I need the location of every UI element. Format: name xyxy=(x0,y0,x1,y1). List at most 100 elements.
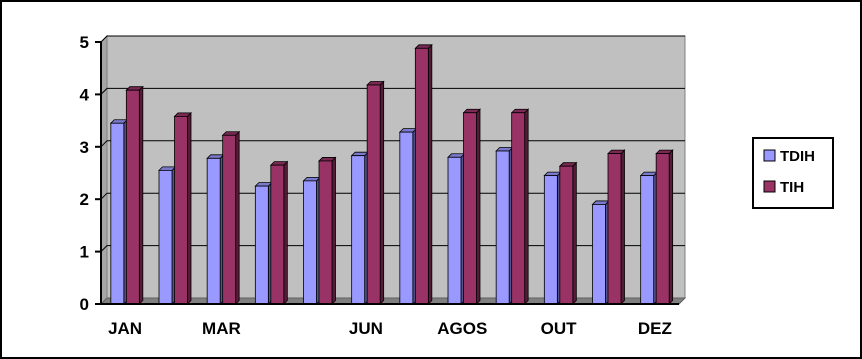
bar-top xyxy=(254,182,273,187)
bar-side xyxy=(138,85,144,305)
y-tick-label: 1 xyxy=(80,243,89,262)
legend: TDIH TIH xyxy=(752,137,834,209)
bar-top xyxy=(495,147,514,152)
bar-top xyxy=(591,200,610,205)
bar-top xyxy=(639,171,659,177)
legend-label-tih: TIH xyxy=(780,179,804,196)
x-tick-label: MAR xyxy=(202,319,241,338)
bar-top xyxy=(462,108,481,114)
bar-tdih-nov xyxy=(591,199,610,305)
bar-tdih-mai xyxy=(302,176,321,305)
bar-front xyxy=(399,131,414,305)
bar-front xyxy=(559,165,574,305)
y-tick-label: 2 xyxy=(80,190,89,209)
bar-front xyxy=(206,157,221,305)
bar-front xyxy=(607,153,622,305)
axes: 0 1 2 3 4 5 JAN MAR JUN AGOS OUT DEZ xyxy=(80,33,679,338)
y-tick-label: 4 xyxy=(80,85,90,104)
x-tick-label: JAN xyxy=(108,319,142,338)
bar-tih-dez xyxy=(655,149,674,305)
bar-front xyxy=(592,204,606,305)
bar-front xyxy=(495,150,510,305)
bar-side xyxy=(379,80,385,305)
bar-tdih-out xyxy=(543,171,562,305)
bar-front xyxy=(222,134,237,305)
bar-top xyxy=(398,128,418,133)
x-tick-label: JUN xyxy=(349,319,383,338)
bar-top xyxy=(269,161,289,166)
gridline xyxy=(100,140,685,148)
bar-front xyxy=(655,153,670,305)
bar-side xyxy=(427,43,433,305)
bar-side xyxy=(331,156,336,305)
bar-top xyxy=(350,151,370,157)
bar-side xyxy=(283,160,288,305)
bar-tdih-mar xyxy=(206,153,225,305)
bar-side xyxy=(524,108,529,305)
x-tick-label: DEZ xyxy=(638,319,672,338)
legend-label-tdih: TDIH xyxy=(780,148,815,165)
bar-front xyxy=(366,84,381,305)
bar-front xyxy=(463,112,477,305)
bar-side xyxy=(476,108,481,305)
bar-tdih-jun xyxy=(350,151,370,305)
bar-front xyxy=(640,175,655,305)
bar-top xyxy=(366,81,385,86)
bar-side xyxy=(620,149,625,305)
bar-front xyxy=(254,185,269,305)
bar-top xyxy=(510,108,530,114)
gridline xyxy=(100,245,685,252)
gridline xyxy=(100,87,685,95)
bar-front xyxy=(351,155,366,305)
bar-tih-mar xyxy=(221,130,241,305)
bar-tih-fev xyxy=(173,111,192,305)
bar-tih-jan xyxy=(125,85,144,305)
x-tick-label: AGOS xyxy=(437,319,487,338)
bar-tih-agos xyxy=(462,108,481,305)
bar-front xyxy=(110,122,125,305)
bar-side xyxy=(668,149,674,305)
bar-tih-jun xyxy=(366,80,385,305)
bar-top xyxy=(109,119,129,124)
bar-front xyxy=(174,116,188,305)
bar-top xyxy=(543,171,562,177)
bar-tdih-dez xyxy=(639,171,659,305)
bar-front xyxy=(318,160,333,305)
bar-top xyxy=(655,149,674,155)
bar-tih-mai xyxy=(318,156,337,305)
bar-front xyxy=(511,112,526,305)
bar-tih-set xyxy=(510,108,530,305)
gridline xyxy=(100,192,685,200)
y-tick-label: 3 xyxy=(80,138,89,157)
bar-top xyxy=(447,153,466,158)
bar-tdih-abr xyxy=(254,181,273,305)
plot-area xyxy=(99,34,687,306)
bar-top xyxy=(558,162,578,167)
legend-swatch-tdih xyxy=(763,149,776,162)
gridline xyxy=(100,35,685,43)
bar-tdih-set xyxy=(495,146,514,305)
bar-tdih-fev xyxy=(158,165,177,305)
bar-front xyxy=(543,175,558,305)
legend-swatch-tih xyxy=(763,180,776,193)
bar-front xyxy=(303,180,317,305)
bar-front xyxy=(158,169,173,305)
bar-front xyxy=(270,164,285,305)
y-tick-label: 0 xyxy=(80,295,89,314)
bar-side xyxy=(572,161,577,305)
bar-tih-nov xyxy=(607,149,626,305)
bar-top xyxy=(221,131,241,136)
bar-side xyxy=(235,130,240,305)
bar-top xyxy=(125,86,144,91)
bar-tdih-agos xyxy=(447,152,466,305)
bar-top xyxy=(607,149,626,155)
bar-tdih-jul xyxy=(398,127,418,305)
bar-top xyxy=(414,44,433,49)
bar-tih-out xyxy=(558,161,578,305)
bar-side xyxy=(187,111,192,305)
y-tick-label: 5 xyxy=(80,33,89,52)
bar-front xyxy=(414,47,429,305)
bar-top xyxy=(302,176,321,182)
x-tick-label: OUT xyxy=(541,319,578,338)
